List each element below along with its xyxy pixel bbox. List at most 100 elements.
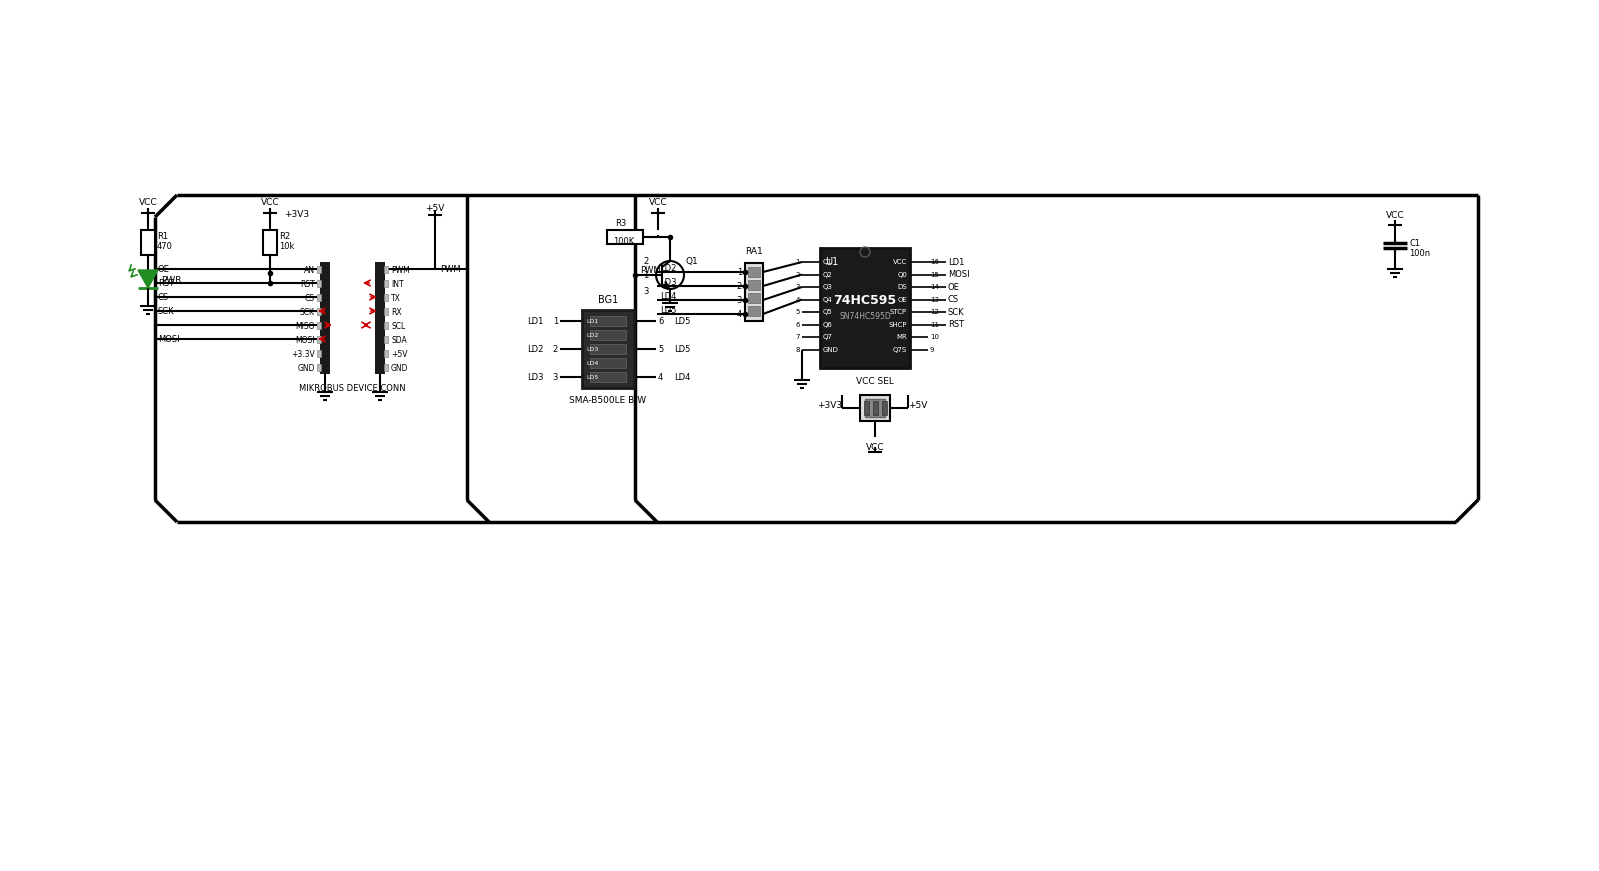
Bar bbox=[590, 358, 625, 368]
Bar bbox=[865, 399, 884, 417]
Bar bbox=[590, 344, 625, 354]
Text: SCL: SCL bbox=[392, 321, 405, 330]
Text: Q2: Q2 bbox=[823, 272, 833, 278]
Text: MOSI: MOSI bbox=[296, 335, 315, 345]
Bar bbox=[262, 230, 277, 255]
Text: 4: 4 bbox=[737, 309, 742, 319]
Text: Q7S: Q7S bbox=[892, 347, 907, 353]
Text: 10: 10 bbox=[931, 334, 939, 340]
Bar bbox=[317, 350, 321, 357]
Bar bbox=[317, 322, 321, 329]
Text: LD3: LD3 bbox=[660, 278, 676, 287]
Text: GND: GND bbox=[297, 363, 315, 373]
Text: AN: AN bbox=[304, 266, 315, 274]
Text: SCK: SCK bbox=[948, 307, 964, 316]
Text: LD1: LD1 bbox=[528, 316, 544, 326]
Bar bbox=[873, 401, 878, 415]
Bar bbox=[384, 350, 389, 357]
Text: 4: 4 bbox=[659, 373, 664, 381]
Text: R2: R2 bbox=[278, 232, 289, 240]
Polygon shape bbox=[138, 270, 158, 288]
Text: TX: TX bbox=[392, 294, 401, 302]
Text: SCK: SCK bbox=[301, 307, 315, 316]
Text: Q3: Q3 bbox=[823, 284, 833, 290]
Text: 3: 3 bbox=[737, 295, 742, 305]
Text: 16: 16 bbox=[931, 259, 939, 265]
Text: 15: 15 bbox=[931, 272, 939, 278]
Text: 100n: 100n bbox=[1409, 248, 1430, 258]
Text: MIKROBUS DEVICE CONN: MIKROBUS DEVICE CONN bbox=[299, 383, 405, 393]
Text: LD5: LD5 bbox=[675, 316, 691, 326]
Text: 1: 1 bbox=[553, 316, 558, 326]
Text: LD1: LD1 bbox=[948, 258, 964, 267]
Text: MR: MR bbox=[897, 334, 907, 340]
Text: INT: INT bbox=[392, 280, 403, 288]
Text: PWR: PWR bbox=[161, 275, 182, 285]
Text: 14: 14 bbox=[931, 284, 939, 290]
Text: R3: R3 bbox=[616, 219, 627, 227]
Text: 8: 8 bbox=[795, 347, 800, 353]
Text: LD2: LD2 bbox=[660, 264, 676, 273]
Text: U1: U1 bbox=[825, 257, 838, 267]
Text: VCC: VCC bbox=[865, 442, 884, 451]
Text: GND: GND bbox=[392, 363, 408, 373]
Bar bbox=[748, 267, 760, 277]
Bar bbox=[384, 308, 389, 315]
Text: 74HC595: 74HC595 bbox=[833, 294, 897, 307]
Text: DS: DS bbox=[897, 284, 907, 290]
Text: +5V: +5V bbox=[425, 204, 445, 213]
Text: +3V3: +3V3 bbox=[817, 401, 843, 409]
Bar bbox=[748, 280, 760, 290]
Circle shape bbox=[860, 247, 870, 257]
Text: LD1: LD1 bbox=[585, 319, 598, 323]
Text: GND: GND bbox=[823, 347, 839, 353]
Text: 11: 11 bbox=[931, 321, 939, 327]
Text: RST: RST bbox=[301, 280, 315, 288]
Text: SHCP: SHCP bbox=[889, 321, 907, 327]
Bar bbox=[320, 262, 329, 374]
Bar bbox=[384, 266, 389, 273]
Text: OE: OE bbox=[897, 296, 907, 302]
Text: SCK: SCK bbox=[158, 307, 174, 315]
Text: Q1: Q1 bbox=[686, 256, 699, 266]
Bar bbox=[883, 401, 887, 415]
Bar bbox=[608, 230, 643, 244]
Text: 1: 1 bbox=[643, 271, 648, 280]
Bar bbox=[384, 336, 389, 343]
Text: LD2: LD2 bbox=[585, 333, 598, 337]
Text: BG1: BG1 bbox=[598, 295, 619, 305]
Bar bbox=[860, 395, 891, 421]
Bar bbox=[317, 308, 321, 315]
Text: 9: 9 bbox=[931, 347, 934, 353]
Text: LD3: LD3 bbox=[528, 373, 544, 381]
Text: 3: 3 bbox=[643, 287, 648, 295]
Text: LD4: LD4 bbox=[660, 292, 676, 300]
Text: 2: 2 bbox=[643, 256, 648, 266]
Text: PWM: PWM bbox=[392, 266, 409, 274]
Text: Q4: Q4 bbox=[823, 296, 833, 302]
Text: OE: OE bbox=[158, 265, 169, 273]
Text: 5: 5 bbox=[659, 345, 664, 354]
Text: RX: RX bbox=[392, 307, 401, 316]
Text: 13: 13 bbox=[931, 296, 939, 302]
Text: LD5: LD5 bbox=[585, 375, 598, 380]
Bar bbox=[141, 230, 155, 255]
Text: CS: CS bbox=[948, 295, 959, 304]
Text: SDA: SDA bbox=[392, 335, 406, 345]
Text: Q7: Q7 bbox=[823, 334, 833, 340]
Bar bbox=[820, 248, 910, 368]
Text: 7: 7 bbox=[795, 334, 800, 340]
Text: 12: 12 bbox=[931, 309, 939, 315]
Text: 2: 2 bbox=[796, 272, 800, 278]
Text: +5V: +5V bbox=[908, 401, 927, 409]
Bar bbox=[582, 310, 633, 388]
Bar bbox=[317, 336, 321, 343]
Text: LD2: LD2 bbox=[528, 345, 544, 354]
Text: 470: 470 bbox=[157, 241, 173, 251]
Text: Q0: Q0 bbox=[897, 272, 907, 278]
Bar bbox=[863, 401, 868, 415]
Text: LD4: LD4 bbox=[675, 373, 691, 381]
Bar bbox=[384, 294, 389, 301]
Text: Q5: Q5 bbox=[823, 309, 833, 315]
Bar bbox=[748, 306, 760, 316]
